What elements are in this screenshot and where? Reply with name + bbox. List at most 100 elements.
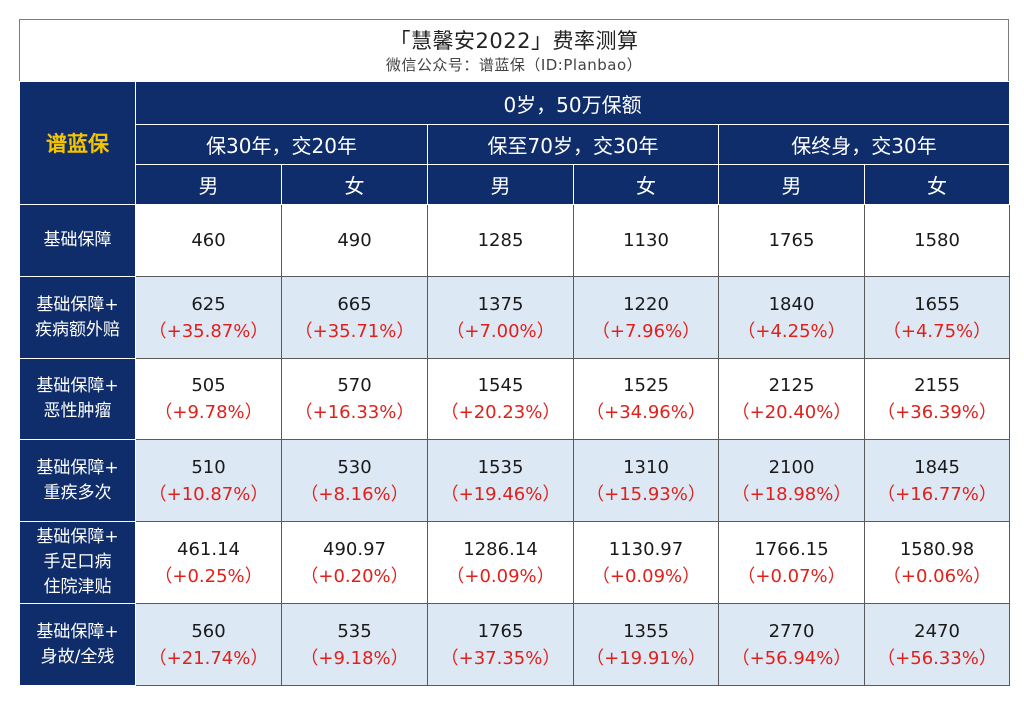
premium-value: 460 bbox=[191, 230, 226, 251]
premium-increase: （+36.39%） bbox=[877, 402, 997, 423]
premium-value: 490 bbox=[337, 230, 372, 251]
plan-header-row: 保30年，交20年 保至70岁，交30年 保终身，交30年 bbox=[20, 124, 1011, 165]
premium-increase: （+15.93%） bbox=[586, 483, 706, 505]
premium-value: 560 bbox=[191, 620, 226, 642]
premium-cell: 1545 （+20.23%） bbox=[427, 358, 574, 440]
row-label-line: 身故/全残 bbox=[40, 646, 115, 667]
row-label-line: 基础保障+ bbox=[36, 376, 119, 396]
premium-value: 1525 bbox=[623, 375, 669, 396]
row-label-line: 手足口病 bbox=[43, 552, 112, 572]
row-label-line: 重疾多次 bbox=[43, 482, 112, 503]
premium-cell: 1310 （+15.93%） bbox=[573, 439, 719, 522]
premium-value: 505 bbox=[191, 375, 226, 396]
premium-cell: 625 （+35.87%） bbox=[135, 276, 282, 359]
page-subtitle: 微信公众号：谱蓝保（ID:Planbao） bbox=[385, 55, 643, 74]
premium-cell: 1285 bbox=[427, 204, 574, 277]
premium-cell: 2125 （+20.40%） bbox=[718, 358, 865, 440]
premium-increase: （+7.96%） bbox=[591, 320, 701, 342]
premium-cell: 1355 （+19.91%） bbox=[573, 603, 719, 686]
premium-value: 665 bbox=[337, 293, 372, 315]
premium-cell: 1535 （+19.46%） bbox=[427, 439, 574, 522]
top-header: 0岁，50万保额 bbox=[134, 81, 1011, 125]
premium-increase: （+0.09%） bbox=[446, 565, 555, 587]
row-label-line: 恶性肿瘤 bbox=[43, 401, 112, 421]
premium-cell: 2470 （+56.33%） bbox=[863, 603, 1011, 686]
premium-cell: 1375 （+7.00%） bbox=[427, 276, 574, 359]
table-row: 基础保障 460 490 1285 1130 1765 1580 bbox=[19, 204, 1011, 277]
row-label: 基础保障+ 身故/全残 bbox=[19, 603, 136, 686]
premium-value: 490.97 bbox=[323, 538, 386, 560]
premium-cell: 460 bbox=[135, 204, 282, 277]
premium-cell: 560 （+21.74%） bbox=[135, 603, 282, 686]
rate-table-frame: 「慧馨安2022」费率测算 微信公众号：谱蓝保（ID:Planbao） 谱蓝保 … bbox=[19, 19, 1011, 686]
premium-cell: 570 （+16.33%） bbox=[281, 358, 428, 440]
premium-value: 1545 bbox=[477, 375, 524, 396]
row-label: 基础保障+ 手足口病 住院津贴 bbox=[19, 521, 136, 604]
premium-value: 1766.15 bbox=[754, 538, 829, 560]
premium-cell: 665 （+35.71%） bbox=[281, 276, 428, 359]
premium-cell: 2155 （+36.39%） bbox=[863, 358, 1011, 440]
premium-increase: （+7.00%） bbox=[446, 320, 555, 342]
premium-value: 1580.98 bbox=[899, 538, 975, 560]
premium-cell: 1130.97 （+0.09%） bbox=[573, 521, 719, 604]
premium-increase: （+35.87%） bbox=[148, 320, 269, 342]
table-row: 基础保障+ 恶性肿瘤 505 （+9.78%） 570 （+16.33%） 1545 （+20… bbox=[19, 358, 1011, 440]
premium-increase: （+0.07%） bbox=[737, 565, 846, 587]
premium-value: 625 bbox=[191, 293, 226, 315]
premium-cell: 535 （+9.18%） bbox=[281, 603, 428, 686]
premium-value: 1130 bbox=[623, 230, 669, 251]
premium-value: 1765 bbox=[477, 620, 524, 642]
premium-value: 510 bbox=[191, 456, 226, 478]
gender-header: 男 bbox=[135, 164, 282, 205]
premium-value: 535 bbox=[337, 620, 372, 642]
premium-value: 570 bbox=[337, 375, 372, 396]
brand-label: 谱蓝保 bbox=[19, 81, 136, 205]
premium-cell: 505 （+9.78%） bbox=[135, 358, 282, 440]
premium-increase: （+9.18%） bbox=[300, 647, 409, 669]
gender-header: 女 bbox=[863, 164, 1011, 205]
premium-increase: （+8.16%） bbox=[300, 483, 409, 505]
gender-header: 男 bbox=[718, 164, 865, 205]
premium-increase: （+4.75%） bbox=[882, 320, 992, 342]
premium-increase: （+0.09%） bbox=[591, 565, 701, 587]
premium-cell: 2100 （+18.98%） bbox=[718, 439, 865, 522]
table-row: 基础保障+ 重疾多次 510 （+10.87%） 530 （+8.16%） 1535 （+19… bbox=[19, 439, 1011, 522]
premium-increase: （+16.77%） bbox=[877, 483, 997, 505]
premium-value: 1220 bbox=[623, 293, 669, 315]
premium-value: 1765 bbox=[768, 230, 815, 251]
premium-cell: 1286.14 （+0.09%） bbox=[427, 521, 574, 604]
premium-increase: （+10.87%） bbox=[148, 483, 269, 505]
premium-cell: 1766.15 （+0.07%） bbox=[718, 521, 865, 604]
premium-value: 1535 bbox=[477, 456, 524, 478]
premium-cell: 461.14 （+0.25%） bbox=[135, 521, 282, 604]
premium-increase: （+20.23%） bbox=[440, 402, 561, 423]
premium-cell: 490.97 （+0.20%） bbox=[281, 521, 428, 604]
row-label: 基础保障+ 重疾多次 bbox=[19, 439, 136, 522]
title-box: 「慧馨安2022」费率测算 微信公众号：谱蓝保（ID:Planbao） bbox=[19, 19, 1009, 81]
premium-increase: （+0.20%） bbox=[300, 565, 409, 587]
premium-value: 1130.97 bbox=[608, 538, 684, 560]
premium-value: 1310 bbox=[623, 456, 669, 478]
premium-cell: 1765 bbox=[718, 204, 865, 277]
premium-increase: （+37.35%） bbox=[440, 647, 561, 669]
premium-increase: （+0.25%） bbox=[154, 565, 263, 587]
row-label-line: 基础保障 bbox=[43, 230, 112, 250]
table-row: 基础保障+ 手足口病 住院津贴 461.14 （+0.25%） 490.97 （+0.20%… bbox=[19, 521, 1011, 604]
premium-value: 1355 bbox=[623, 620, 669, 642]
premium-increase: （+18.98%） bbox=[731, 483, 852, 505]
row-label: 基础保障 bbox=[19, 204, 136, 277]
premium-value: 530 bbox=[337, 456, 372, 478]
premium-increase: （+19.91%） bbox=[586, 647, 706, 669]
rate-table: 谱蓝保 0岁，50万保额 保30年，交20年 保至70岁，交30年 保终身，交30年… bbox=[19, 81, 1011, 686]
premium-cell: 1525 （+34.96%） bbox=[573, 358, 719, 440]
premium-increase: （+20.40%） bbox=[731, 402, 852, 423]
premium-increase: （+56.33%） bbox=[877, 647, 997, 669]
premium-increase: （+56.94%） bbox=[731, 647, 852, 669]
page-title: 「慧馨安2022」费率测算 bbox=[389, 28, 639, 53]
gender-header: 女 bbox=[281, 164, 428, 205]
premium-cell: 1840 （+4.25%） bbox=[718, 276, 865, 359]
premium-value: 2100 bbox=[768, 456, 815, 478]
premium-cell: 1220 （+7.96%） bbox=[573, 276, 719, 359]
premium-increase: （+21.74%） bbox=[148, 647, 269, 669]
table-body: 基础保障 460 490 1285 1130 1765 1580 基础保障+ 疾病额外赔 625 （… bbox=[19, 204, 1011, 686]
